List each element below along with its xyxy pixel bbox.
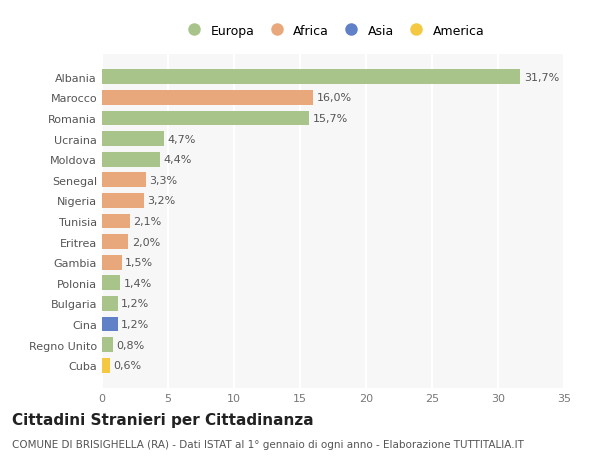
Bar bbox=[102, 276, 121, 291]
Text: 3,3%: 3,3% bbox=[149, 175, 177, 185]
Bar bbox=[102, 132, 164, 147]
Bar bbox=[102, 317, 118, 331]
Bar bbox=[102, 337, 113, 352]
Text: 1,2%: 1,2% bbox=[121, 319, 149, 329]
Text: 3,2%: 3,2% bbox=[148, 196, 176, 206]
Bar bbox=[102, 152, 160, 167]
Text: 1,4%: 1,4% bbox=[124, 278, 152, 288]
Text: 15,7%: 15,7% bbox=[313, 114, 348, 123]
Text: 2,1%: 2,1% bbox=[133, 217, 161, 226]
Text: 1,5%: 1,5% bbox=[125, 257, 153, 268]
Text: Cittadini Stranieri per Cittadinanza: Cittadini Stranieri per Cittadinanza bbox=[12, 413, 314, 428]
Bar bbox=[102, 235, 128, 249]
Legend: Europa, Africa, Asia, America: Europa, Africa, Asia, America bbox=[182, 25, 484, 38]
Bar bbox=[102, 358, 110, 373]
Bar bbox=[102, 112, 309, 126]
Text: 0,8%: 0,8% bbox=[116, 340, 144, 350]
Bar bbox=[102, 173, 146, 188]
Text: 1,2%: 1,2% bbox=[121, 299, 149, 308]
Text: 4,7%: 4,7% bbox=[167, 134, 196, 144]
Bar bbox=[102, 214, 130, 229]
Bar bbox=[102, 296, 118, 311]
Text: 16,0%: 16,0% bbox=[317, 93, 352, 103]
Text: COMUNE DI BRISIGHELLA (RA) - Dati ISTAT al 1° gennaio di ogni anno - Elaborazion: COMUNE DI BRISIGHELLA (RA) - Dati ISTAT … bbox=[12, 440, 524, 449]
Text: 31,7%: 31,7% bbox=[524, 73, 559, 83]
Bar bbox=[102, 70, 520, 85]
Bar bbox=[102, 255, 122, 270]
Text: 4,4%: 4,4% bbox=[163, 155, 192, 165]
Text: 0,6%: 0,6% bbox=[113, 360, 142, 370]
Bar bbox=[102, 91, 313, 106]
Text: 2,0%: 2,0% bbox=[132, 237, 160, 247]
Bar bbox=[102, 194, 144, 208]
